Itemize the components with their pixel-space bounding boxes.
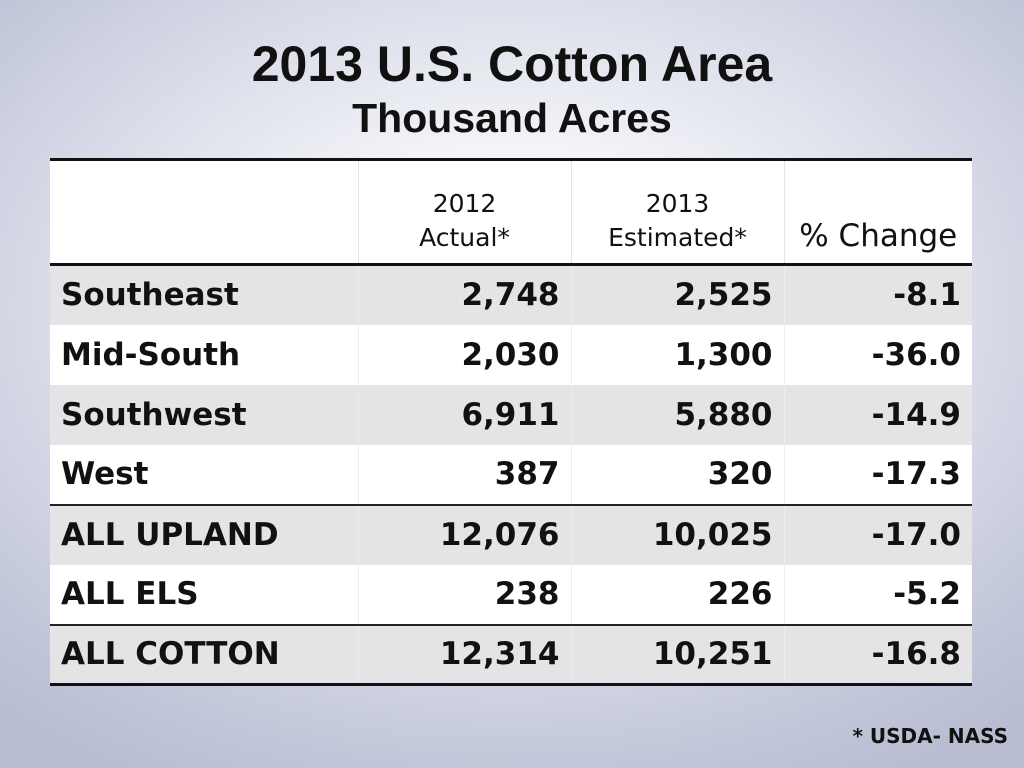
table-row-total: ALL COTTON 12,314 10,251 -16.8 — [50, 623, 972, 685]
header-region — [50, 159, 359, 266]
cell-region: ALL ELS — [50, 564, 359, 625]
table-row: West 387 320 -17.3 — [50, 444, 972, 505]
cotton-area-table-container: 2012 Actual* 2013 Estimated* % Change So… — [50, 158, 972, 686]
cell-2013-estimated: 226 — [571, 564, 785, 625]
table-row: Southwest 6,911 5,880 -14.9 — [50, 384, 972, 445]
header-2013-estimated: 2013 Estimated* — [571, 159, 785, 266]
cell-pct-change: -17.0 — [784, 503, 972, 565]
cell-2012-actual: 12,076 — [358, 503, 572, 565]
page-subtitle: Thousand Acres — [352, 95, 672, 141]
cell-pct-change: -17.3 — [871, 456, 961, 492]
cell-2013-estimated: 2,525 — [571, 264, 785, 325]
cell-2013-estimated: 10,025 — [571, 503, 785, 565]
header-2012-year: 2012 — [432, 189, 497, 218]
table-header: 2012 Actual* 2013 Estimated* % Change — [50, 159, 972, 266]
page-title: 2013 U.S. Cotton Area — [251, 36, 773, 92]
cell-region: ALL UPLAND — [50, 503, 359, 565]
cell-region: West — [50, 444, 359, 505]
cell-pct-change: -8.1 — [893, 277, 961, 314]
table-row-total: ALL UPLAND 12,076 10,025 -17.0 — [50, 503, 972, 565]
header-2013-label: Estimated* — [608, 223, 747, 252]
cell-2012-actual: 387 — [358, 444, 572, 505]
cell-2013-estimated: 320 — [571, 444, 785, 505]
cell-2012-actual: 238 — [358, 564, 572, 625]
cell-pct-change: -5.2 — [893, 576, 961, 612]
cotton-area-table: 2012 Actual* 2013 Estimated* % Change So… — [50, 158, 972, 686]
table-row: Southeast 2,748 2,525 -8.1 — [50, 264, 972, 325]
cell-2012-actual: 12,314 — [358, 623, 572, 685]
cell-2013-estimated: 1,300 — [571, 324, 785, 385]
header-pct-change: % Change — [784, 159, 972, 266]
cell-pct-change: -36.0 — [871, 336, 961, 373]
source-footnote: * USDA- NASS — [852, 724, 1008, 748]
header-2012-actual: 2012 Actual* — [358, 159, 572, 266]
cell-2013-estimated: 10,251 — [571, 623, 785, 685]
table-row: ALL ELS 238 226 -5.2 — [50, 564, 972, 625]
cell-2012-actual: 2,030 — [358, 324, 572, 385]
cell-pct-change: -14.9 — [871, 396, 961, 433]
table-body: Southeast 2,748 2,525 -8.1 Mid-South 2,0… — [50, 264, 972, 685]
cell-2013-estimated: 5,880 — [571, 384, 785, 445]
cell-region: ALL COTTON — [50, 623, 359, 685]
table-row: Mid-South 2,030 1,300 -36.0 — [50, 324, 972, 385]
header-2013-year: 2013 — [645, 189, 710, 218]
cell-region: Southwest — [50, 384, 359, 445]
cell-2012-actual: 6,911 — [358, 384, 572, 445]
header-pct-change-label: % Change — [799, 218, 958, 254]
cell-2012-actual: 2,748 — [358, 264, 572, 325]
cell-region: Southeast — [50, 264, 359, 325]
header-row: 2012 Actual* 2013 Estimated* % Change — [50, 159, 972, 266]
cell-pct-change: -16.8 — [784, 623, 972, 685]
header-2012-label: Actual* — [419, 223, 510, 252]
cell-region: Mid-South — [50, 324, 359, 385]
